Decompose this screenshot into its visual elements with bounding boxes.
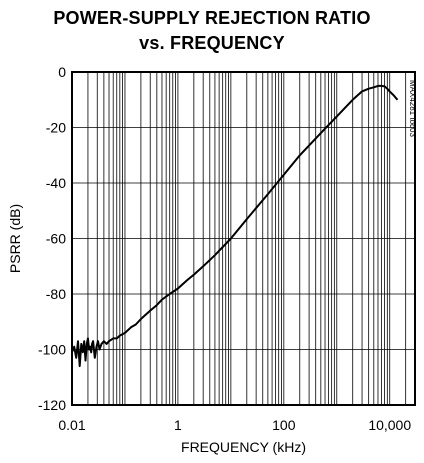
psrr-curve xyxy=(71,84,399,368)
y-tick-label: -40 xyxy=(46,175,66,191)
chart-subtitle: vs. FREQUENCY xyxy=(139,33,285,53)
y-tick-label: -80 xyxy=(46,286,66,302)
x-tick-label: 1 xyxy=(174,417,182,433)
grid-lines xyxy=(72,72,415,405)
chart-title: POWER-SUPPLY REJECTION RATIO xyxy=(53,8,371,28)
y-tick-label: 0 xyxy=(58,64,66,80)
plot-frame xyxy=(71,71,416,406)
figure-code-label: MAX4281 toc03 xyxy=(408,80,417,137)
y-axis-label: PSRR (dB) xyxy=(7,204,23,273)
x-axis-label: FREQUENCY (kHz) xyxy=(181,439,306,455)
y-tick-label: -20 xyxy=(46,120,66,136)
x-tick-label: 0.01 xyxy=(58,417,85,433)
y-tick-label: -120 xyxy=(38,397,66,413)
y-tick-label: -60 xyxy=(46,231,66,247)
x-tick-label: 10,000 xyxy=(368,417,411,433)
y-tick-label: -100 xyxy=(38,342,66,358)
tick-labels: 0 -20 -40 -60 -80 -100 -120 0.01 1 100 10,000 xyxy=(38,64,411,433)
x-tick-label: 100 xyxy=(272,417,296,433)
